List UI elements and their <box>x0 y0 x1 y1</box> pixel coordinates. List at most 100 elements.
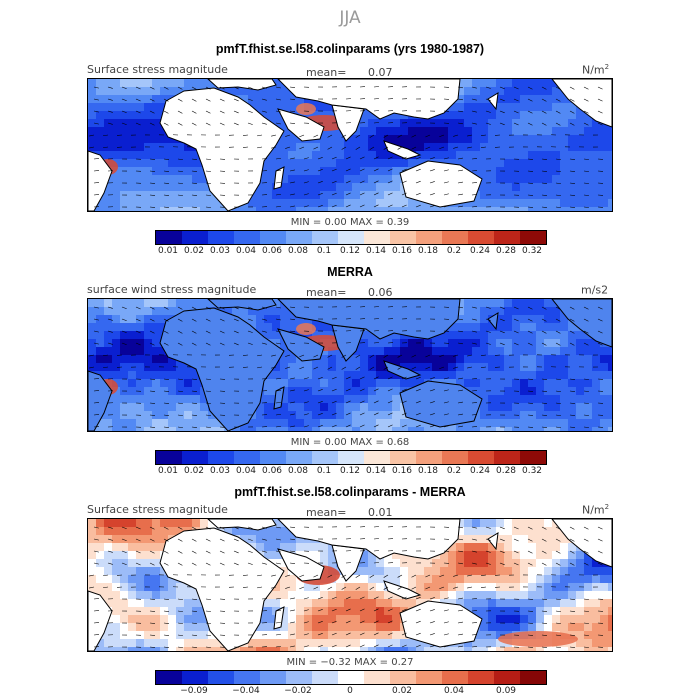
field-cell <box>144 623 153 632</box>
field-cell <box>184 207 193 211</box>
field-cell <box>544 395 553 404</box>
wind-vector <box>327 574 333 578</box>
field-cell <box>392 151 401 160</box>
wind-vector <box>219 526 225 530</box>
field-cell <box>352 363 361 372</box>
wind-vector <box>369 134 375 138</box>
field-cell <box>488 527 497 536</box>
colorbar-swatch <box>390 451 416 464</box>
field-cell <box>272 87 281 96</box>
field-cell <box>496 87 505 96</box>
wind-vector <box>163 306 169 310</box>
field-cell <box>544 143 553 152</box>
field-cell <box>88 307 97 316</box>
wind-vector <box>527 622 534 624</box>
wind-vector <box>429 609 435 612</box>
field-cell <box>576 207 585 211</box>
wind-vector <box>275 550 281 553</box>
wind-vector <box>93 646 99 648</box>
wind-vector <box>191 634 197 637</box>
wind-vector <box>261 318 267 321</box>
colorbar-tick-label: 0.32 <box>521 466 543 476</box>
colorbar-tick-label: 0.14 <box>365 246 387 256</box>
field-cell <box>280 615 289 624</box>
wind-vector <box>205 610 211 612</box>
field-cell <box>544 543 553 552</box>
colorbar-tick-label: 0.24 <box>469 246 491 256</box>
field-cell <box>536 331 545 340</box>
colorbar-swatch <box>234 231 260 244</box>
field-cell <box>384 591 393 600</box>
field-cell <box>392 191 401 200</box>
field-cell <box>152 575 161 584</box>
field-cell <box>240 527 249 536</box>
field-cell <box>144 135 153 144</box>
field-cell <box>544 127 553 136</box>
field-cell <box>360 363 369 372</box>
wind-vector <box>453 586 459 589</box>
field-cell <box>376 591 385 600</box>
wind-vector <box>397 134 403 138</box>
field-cell <box>312 615 321 624</box>
field-cell <box>552 111 561 120</box>
field-cell <box>584 647 593 651</box>
field-cell <box>576 575 585 584</box>
wind-vector <box>527 610 534 612</box>
field-cell <box>592 175 601 184</box>
field-cell <box>496 395 505 404</box>
field-cell <box>160 395 169 404</box>
wind-vector <box>457 169 463 172</box>
wind-vector <box>383 134 389 138</box>
field-cell <box>552 207 561 211</box>
field-cell <box>296 599 305 608</box>
field-cell <box>592 167 601 176</box>
field-cell <box>192 519 201 528</box>
wind-vector <box>499 342 505 346</box>
field-cell <box>336 387 345 396</box>
north-america-landmass <box>551 299 612 348</box>
field-cell <box>232 527 241 536</box>
field-cell <box>328 347 337 356</box>
field-cell <box>536 379 545 388</box>
panel-2-map <box>87 298 613 432</box>
field-cell <box>528 323 537 332</box>
field-cell <box>480 151 489 160</box>
field-cell <box>504 355 513 364</box>
field-cell <box>296 403 305 412</box>
field-cell <box>568 615 577 624</box>
wind-vector <box>93 122 99 125</box>
field-cell <box>264 427 273 431</box>
field-cell <box>304 395 313 404</box>
field-cell <box>216 419 225 428</box>
field-cell <box>480 387 489 396</box>
field-cell <box>568 331 577 340</box>
field-cell <box>392 111 401 120</box>
wind-vector <box>233 562 239 566</box>
wind-vector <box>359 388 365 392</box>
wind-vector <box>467 134 473 137</box>
field-cell <box>320 103 329 112</box>
field-cell <box>384 159 393 168</box>
colorbar-tick-label: 0.12 <box>339 246 361 256</box>
field-cell <box>400 567 409 576</box>
wind-vector <box>457 389 463 392</box>
wind-vector <box>387 156 393 160</box>
field-cell <box>152 347 161 356</box>
field-cell <box>136 199 145 208</box>
field-cell <box>488 395 497 404</box>
field-cell <box>264 191 273 200</box>
field-cell <box>184 403 193 412</box>
field-cell <box>552 647 561 651</box>
wind-vector <box>149 206 156 208</box>
wind-vector <box>583 194 589 196</box>
field-cell <box>520 339 529 348</box>
field-cell <box>448 347 457 356</box>
wind-vector <box>569 86 575 90</box>
wind-vector <box>513 526 519 530</box>
intensity-hotspot <box>498 631 578 647</box>
field-cell <box>464 95 473 104</box>
field-cell <box>528 583 537 592</box>
field-cell <box>128 135 137 144</box>
field-cell <box>384 647 393 651</box>
field-cell <box>344 395 353 404</box>
